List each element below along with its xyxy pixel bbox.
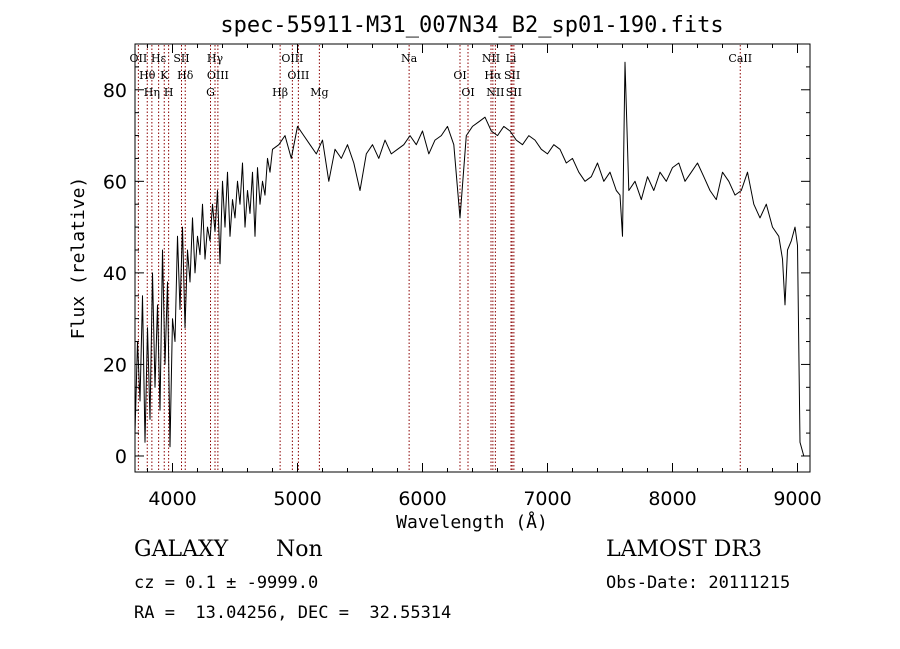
marker-label: NII: [486, 86, 504, 99]
marker-label: Hθ: [139, 69, 156, 82]
emission-line-labels: OIIHθHηHεKHSIIHδGHγOIIIHβOIIIOIIIMgNaOIO…: [130, 52, 753, 99]
spectrum-line-0: [134, 61, 805, 457]
marker-label: G: [206, 86, 215, 99]
marker-label: SII: [173, 52, 189, 65]
marker-label: Hγ: [207, 52, 224, 65]
marker-label: SII: [506, 86, 522, 99]
redshift-readout: cz = 0.1 ± -9999.0: [134, 573, 319, 593]
x-tick-label: 8000: [648, 488, 696, 510]
marker-label: Mg: [310, 86, 328, 99]
marker-label: Hε: [151, 52, 167, 65]
marker-label: NII: [482, 52, 500, 65]
marker-label: Hη: [144, 86, 160, 99]
marker-label: OIII: [287, 69, 309, 82]
y-tick-label: 80: [103, 80, 127, 102]
emission-line-markers: [137, 45, 741, 471]
plot-frame: [134, 43, 811, 473]
x-axis-label: Wavelength (Å): [396, 511, 548, 533]
marker-label: OIII: [281, 52, 303, 65]
spectrum-series: [134, 61, 805, 457]
object-class: GALAXY: [134, 537, 229, 562]
x-tick-label: 4000: [148, 488, 196, 510]
marker-label: H: [164, 86, 174, 99]
marker-label: Na: [401, 52, 418, 65]
y-axis: 0 20 40 60 80: [103, 66, 810, 468]
marker-label: Hβ: [272, 86, 288, 99]
object-subclass: Non: [276, 537, 323, 562]
marker-label: Li: [506, 52, 517, 65]
chart-title: spec-55911-M31_007N34_B2_sp01-190.fits: [220, 13, 723, 38]
x-tick-label: 6000: [398, 488, 446, 510]
y-axis-label: Flux (relative): [68, 177, 89, 340]
marker-label: K: [160, 69, 169, 82]
marker-label: OIII: [207, 69, 229, 82]
marker-label: CaII: [728, 52, 752, 65]
y-tick-label: 20: [103, 354, 127, 376]
marker-label: OII: [130, 52, 148, 65]
marker-label: OI: [453, 69, 466, 82]
x-tick-label: 9000: [773, 488, 821, 510]
y-tick-label: 60: [103, 171, 127, 193]
observation-date: Obs-Date: 20111215: [606, 573, 791, 593]
x-axis: 4000 5000 6000 7000 8000 9000: [147, 44, 822, 510]
coordinates-readout: RA = 13.04256, DEC = 32.55314: [134, 603, 452, 623]
x-tick-label: 5000: [273, 488, 321, 510]
marker-label: Hδ: [177, 69, 194, 82]
y-tick-label: 40: [103, 263, 127, 285]
y-tick-label: 0: [115, 446, 127, 468]
marker-label: SII: [504, 69, 520, 82]
marker-label: OI: [461, 86, 474, 99]
x-tick-label: 7000: [523, 488, 571, 510]
marker-label: Hα: [484, 69, 502, 82]
survey-name: LAMOST DR3: [606, 537, 762, 562]
